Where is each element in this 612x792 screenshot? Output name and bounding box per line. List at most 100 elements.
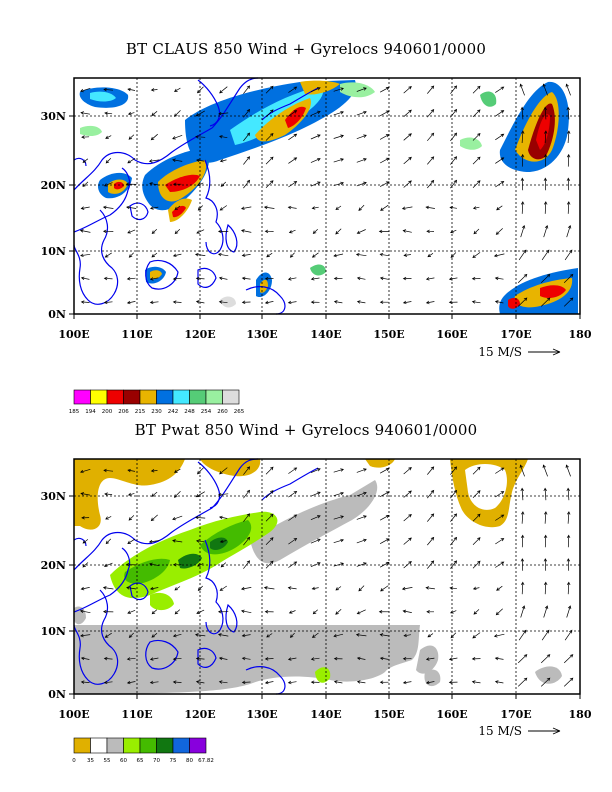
wind-vector bbox=[104, 111, 113, 115]
wind-vector bbox=[543, 487, 547, 501]
wind-vector bbox=[520, 225, 526, 238]
wind-vector bbox=[427, 109, 435, 118]
wind-vector bbox=[197, 585, 203, 592]
wind-vector bbox=[241, 300, 251, 305]
panel2-xlabel-100e: 100E bbox=[58, 708, 89, 721]
wind-vector bbox=[217, 609, 229, 614]
wind-vector bbox=[265, 560, 274, 569]
wind-vector bbox=[79, 229, 91, 233]
wind-vector bbox=[287, 300, 297, 305]
wind-vector bbox=[82, 562, 89, 568]
wind-vector bbox=[378, 609, 390, 614]
panel1-ylabel-20n: 20N bbox=[41, 179, 66, 192]
panel1-xlabel-110e: 110E bbox=[121, 328, 152, 341]
wind-vector bbox=[311, 252, 319, 258]
wind-vector bbox=[565, 83, 571, 96]
wind-vector bbox=[427, 156, 435, 165]
wind-vector bbox=[356, 491, 367, 497]
wind-vector bbox=[425, 277, 435, 281]
wind-vector bbox=[333, 633, 344, 638]
wind-vector bbox=[104, 632, 112, 638]
colorbar-label: 200 bbox=[102, 409, 113, 415]
wind-vector bbox=[333, 468, 345, 473]
wind-vector bbox=[567, 130, 571, 144]
wind-vector bbox=[379, 491, 390, 498]
wind-vector bbox=[80, 87, 91, 93]
wind-vector bbox=[358, 204, 365, 212]
colorbar-swatch bbox=[139, 737, 157, 754]
wind-vector bbox=[495, 538, 505, 545]
panel1-ylabel-30n: 30N bbox=[41, 110, 66, 123]
wind-vector bbox=[172, 633, 182, 638]
wind-vector bbox=[566, 225, 572, 238]
colorbar-label: 75 bbox=[170, 758, 177, 764]
wind-vector bbox=[80, 111, 91, 115]
wind-vector bbox=[403, 514, 412, 522]
wind-vector bbox=[127, 492, 135, 497]
colorbar-swatch bbox=[222, 389, 240, 405]
wind-vector bbox=[520, 153, 525, 167]
wind-vector bbox=[379, 134, 390, 140]
wind-vector bbox=[541, 249, 550, 261]
wind-vector bbox=[401, 206, 413, 210]
wind-vector bbox=[241, 276, 251, 281]
wind-vector bbox=[333, 656, 343, 661]
panel2-grid bbox=[74, 459, 580, 694]
wind-vector bbox=[356, 538, 367, 544]
wind-vector bbox=[402, 229, 412, 233]
wind-vector bbox=[495, 608, 503, 616]
wind-vector bbox=[472, 490, 481, 499]
wind-vector bbox=[174, 228, 181, 235]
wind-vector bbox=[403, 490, 412, 498]
wind-vector bbox=[544, 511, 548, 524]
panel2-xlabel-170e: 170E bbox=[500, 708, 531, 721]
wind-vector bbox=[566, 581, 571, 595]
wind-vector bbox=[197, 563, 204, 567]
wind-vector bbox=[333, 276, 343, 281]
wind-vector bbox=[105, 135, 112, 139]
wind-vector bbox=[265, 156, 274, 165]
wind-vector bbox=[105, 516, 112, 520]
wind-vector bbox=[427, 513, 435, 522]
wind-vector bbox=[194, 252, 206, 257]
wind-vector bbox=[149, 562, 160, 567]
panel1-vector-ref-label: 15 M/S bbox=[478, 345, 522, 359]
wind-vector bbox=[172, 515, 183, 521]
wind-vector bbox=[356, 110, 367, 116]
panel1-ylabel-0n: 0N bbox=[48, 308, 66, 321]
wind-vector bbox=[310, 277, 320, 281]
wind-vector bbox=[82, 158, 89, 163]
wind-vector bbox=[149, 300, 159, 305]
wind-vector bbox=[496, 585, 503, 591]
wind-vector bbox=[564, 629, 573, 641]
wind-vector bbox=[471, 657, 481, 661]
wind-vector bbox=[219, 467, 228, 475]
panel2-xlabel-140e: 140E bbox=[310, 708, 341, 721]
wind-vector bbox=[472, 109, 481, 118]
wind-vector bbox=[333, 680, 343, 684]
wind-vector bbox=[333, 491, 345, 497]
wind-vector bbox=[217, 252, 229, 257]
wind-vector bbox=[265, 85, 274, 94]
wind-vector bbox=[355, 252, 367, 257]
wind-vector bbox=[151, 491, 158, 497]
wind-vector bbox=[150, 469, 158, 473]
wind-vector bbox=[333, 134, 344, 139]
wind-vector bbox=[450, 489, 458, 499]
panel1-xlabel-130e: 130E bbox=[246, 328, 277, 341]
wind-vector bbox=[240, 586, 252, 591]
wind-vector bbox=[379, 633, 389, 637]
wind-vector bbox=[240, 609, 252, 614]
wind-vector bbox=[403, 133, 412, 141]
wind-vector bbox=[105, 538, 112, 545]
wind-vector bbox=[288, 561, 298, 568]
wind-vector bbox=[356, 229, 366, 234]
wind-vector bbox=[379, 300, 389, 304]
wind-vector bbox=[288, 490, 298, 498]
wind-vector bbox=[172, 253, 182, 258]
wind-vector bbox=[356, 87, 367, 92]
wind-vector bbox=[263, 586, 275, 590]
wind-vector bbox=[335, 205, 342, 211]
wind-vector bbox=[356, 562, 367, 567]
colorbar-label: 35 bbox=[87, 758, 94, 764]
